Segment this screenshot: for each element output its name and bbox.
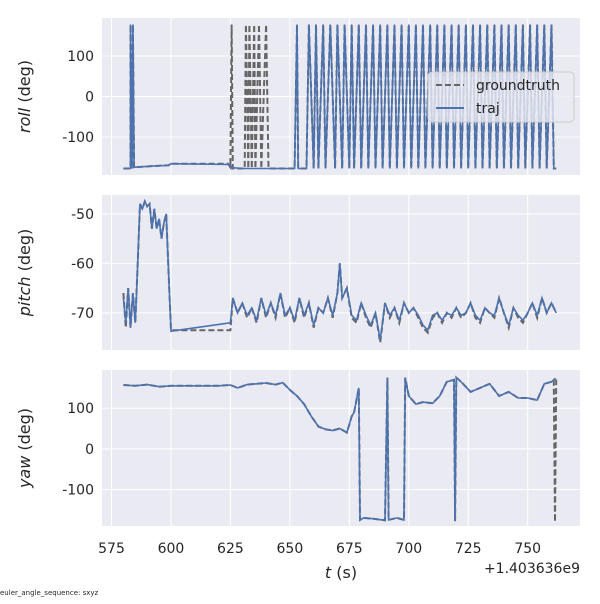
panel-pitch: -50 -60 -70 pitch (deg) — [15, 195, 580, 350]
x-tick-label: 650 — [277, 541, 304, 557]
y-tick-label: -60 — [71, 256, 94, 272]
x-axis-label: t (s) — [325, 563, 357, 582]
x-tick-label: 575 — [98, 541, 125, 557]
y-tick-label: 100 — [67, 49, 94, 65]
x-tick-label: 700 — [395, 541, 422, 557]
x-tick-label: 625 — [217, 541, 244, 557]
series-traj — [123, 375, 557, 522]
y-tick-label: -100 — [62, 482, 94, 498]
y-axis-label: roll (deg) — [15, 60, 34, 133]
y-tick-label: -70 — [71, 306, 94, 322]
x-tick-label: 600 — [158, 541, 185, 557]
y-tick-label: -50 — [71, 207, 94, 223]
euler-sequence-note: euler_angle_sequence: sxyz — [0, 589, 99, 597]
axes-background — [102, 370, 580, 526]
legend: groundtruth traj — [427, 71, 575, 123]
legend-label-traj: traj — [476, 101, 500, 117]
panel-yaw: 100 0 -100 yaw (deg) — [15, 370, 580, 526]
y-tick-label: 100 — [67, 401, 94, 417]
y-axis-label: pitch (deg) — [15, 229, 34, 318]
x-offset-label: +1.403636e9 — [484, 561, 580, 577]
legend-label-groundtruth: groundtruth — [476, 78, 560, 94]
x-tick-label: 750 — [514, 541, 541, 557]
legend-box — [427, 71, 575, 123]
x-tick-label: 675 — [336, 541, 363, 557]
series-traj — [122, 199, 557, 341]
y-tick-label: 0 — [85, 90, 94, 106]
y-axis-label: yaw (deg) — [15, 408, 34, 489]
x-tick-label: 725 — [455, 541, 482, 557]
y-tick-label: 0 — [85, 442, 94, 458]
y-tick-label: -100 — [62, 130, 94, 146]
